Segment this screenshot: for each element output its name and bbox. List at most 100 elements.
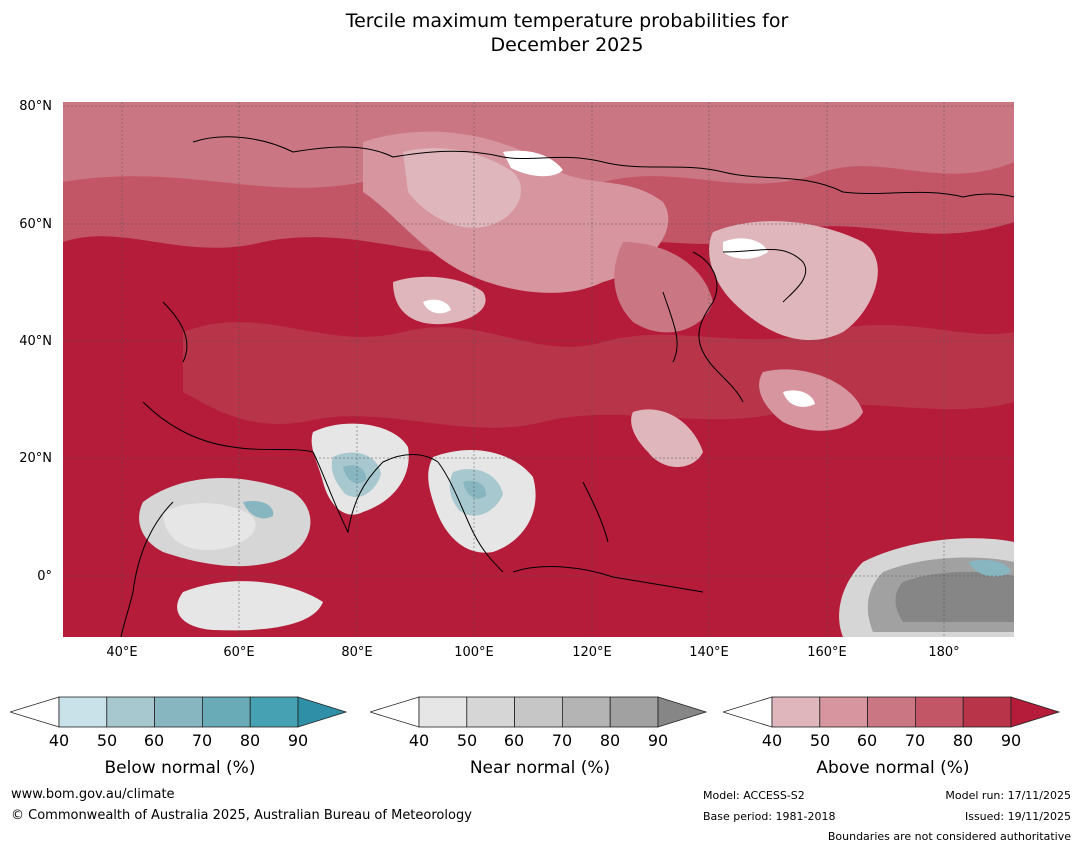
near-okhotsk-white bbox=[723, 238, 768, 259]
lon-label-80e: 80°E bbox=[341, 645, 373, 660]
base-period-info: Base period: 1981-2018 bbox=[703, 810, 836, 823]
below-colorbar-under-triangle bbox=[10, 696, 60, 728]
colorbar-above-svg bbox=[723, 696, 1061, 728]
map-title: Tercile maximum temperature probabilitie… bbox=[0, 9, 1081, 57]
near-colorbar-under-triangle bbox=[370, 696, 420, 728]
lon-label-160e: 160°E bbox=[807, 645, 847, 660]
colorbar-below-tick-40: 40 bbox=[48, 731, 70, 750]
colorbar-near-normal: 40 50 60 70 80 90 Near normal (%) bbox=[370, 692, 710, 792]
colorbar-near-tick-90: 90 bbox=[647, 731, 669, 750]
above-colorbar-under-triangle bbox=[723, 696, 773, 728]
below-colorbar-segment-70 bbox=[201, 696, 251, 728]
below-70-india bbox=[343, 465, 367, 484]
above-70-manchuria bbox=[614, 242, 713, 333]
below-colorbar-segment-40 bbox=[58, 696, 108, 728]
below-colorbar-segment-50 bbox=[106, 696, 156, 728]
lon-label-40e: 40°E bbox=[106, 645, 138, 660]
near-colorbar-segment-60 bbox=[514, 696, 563, 728]
lat-label-40n: 40°N bbox=[19, 334, 52, 349]
colorbar-near-tick-80: 80 bbox=[599, 731, 621, 750]
colorbar-below-tick-70: 70 bbox=[191, 731, 213, 750]
near-colorbar-over-triangle bbox=[657, 696, 708, 728]
colorbar-near-tick-60: 60 bbox=[503, 731, 525, 750]
colorbar-above-tick-90: 90 bbox=[1000, 731, 1022, 750]
above-colorbar-segment-40 bbox=[771, 696, 821, 728]
lat-label-80n: 80°N bbox=[19, 99, 52, 114]
model-run-info: Model run: 17/11/2025 bbox=[945, 789, 1071, 802]
colorbar-below-tick-90: 90 bbox=[287, 731, 309, 750]
coastline-east-africa bbox=[120, 501, 174, 637]
map-graticule bbox=[63, 102, 1014, 637]
website-link[interactable]: www.bom.gov.au/climate bbox=[11, 787, 175, 802]
colorbar-near-label: Near normal (%) bbox=[469, 758, 611, 778]
below-colorbar-over-triangle bbox=[297, 696, 348, 728]
coastline-arctic bbox=[192, 136, 1014, 198]
lat-label-60n: 60°N bbox=[19, 217, 52, 232]
colorbar-near-tick-50: 50 bbox=[456, 731, 478, 750]
near-siberia-white bbox=[503, 150, 563, 177]
below-colorbar-segment-80 bbox=[249, 696, 299, 728]
lat-label-20n: 20°N bbox=[19, 451, 52, 466]
above-50-siberia-core bbox=[403, 148, 522, 228]
coastline-caspian bbox=[162, 301, 188, 363]
colorbar-above-tick-80: 80 bbox=[952, 731, 974, 750]
above-colorbar-over-triangle bbox=[1010, 696, 1061, 728]
lon-label-100e: 100°E bbox=[454, 645, 494, 660]
coastline-okhotsk bbox=[722, 249, 806, 303]
below-70-arabian-spot bbox=[243, 500, 274, 519]
below-70-pacific-spot bbox=[968, 560, 1011, 577]
near-90-pacific-core bbox=[895, 571, 1014, 622]
below-colorbar-segment-60 bbox=[154, 696, 203, 728]
colorbar-above-tick-70: 70 bbox=[904, 731, 926, 750]
coastline-japan bbox=[662, 291, 678, 363]
colorbar-below-tick-50: 50 bbox=[96, 731, 118, 750]
lon-label-140e: 140°E bbox=[689, 645, 729, 660]
near-colorbar-segment-80 bbox=[609, 696, 659, 728]
colorbar-above-tick-60: 60 bbox=[856, 731, 878, 750]
coastlines bbox=[120, 136, 1014, 637]
near-40-arabian-core bbox=[163, 502, 256, 551]
map-title-line1: Tercile maximum temperature probabilitie… bbox=[345, 10, 789, 32]
colorbar-above-label: Above normal (%) bbox=[816, 758, 970, 778]
near-colorbar-segment-50 bbox=[466, 696, 516, 728]
lon-label-180: 180° bbox=[928, 645, 960, 660]
colorbar-near-tick-40: 40 bbox=[408, 731, 430, 750]
boundaries-disclaimer: Boundaries are not considered authoritat… bbox=[827, 830, 1071, 843]
near-pacific-white bbox=[783, 390, 815, 407]
colorbar-near-svg bbox=[370, 696, 708, 728]
issued-info: Issued: 19/11/2025 bbox=[964, 810, 1071, 823]
near-colorbar-segment-70 bbox=[561, 696, 611, 728]
above-colorbar-segment-80 bbox=[962, 696, 1012, 728]
lat-label-0: 0° bbox=[37, 569, 52, 584]
below-70-indochina bbox=[463, 480, 487, 499]
above-50-philippines bbox=[631, 409, 703, 467]
above-colorbar-segment-50 bbox=[819, 696, 869, 728]
colorbar-below-normal: 40 50 60 70 80 90 Below normal (%) bbox=[10, 692, 350, 792]
colorbar-above-tick-50: 50 bbox=[809, 731, 831, 750]
near-40-indian-ocean bbox=[177, 581, 323, 631]
lon-label-120e: 120°E bbox=[572, 645, 612, 660]
colorbar-below-tick-60: 60 bbox=[143, 731, 165, 750]
colorbar-below-label: Below normal (%) bbox=[104, 758, 256, 778]
model-info: Model: ACCESS-S2 bbox=[703, 789, 805, 802]
coastline-east-asia bbox=[692, 251, 744, 403]
coastline-philippines bbox=[582, 481, 609, 543]
coastline-indonesia bbox=[512, 566, 704, 593]
coastline-south-asia bbox=[142, 401, 439, 534]
map-title-line2: December 2025 bbox=[490, 34, 644, 56]
above-70-arctic-band bbox=[63, 102, 1014, 188]
lon-label-60e: 60°E bbox=[223, 645, 255, 660]
above-colorbar-segment-60 bbox=[867, 696, 916, 728]
colorbar-above-tick-40: 40 bbox=[761, 731, 783, 750]
probability-map bbox=[63, 102, 1014, 637]
near-colorbar-segment-40 bbox=[418, 696, 468, 728]
colorbar-below-svg bbox=[10, 696, 348, 728]
near-tibet-white bbox=[423, 299, 451, 314]
coastline-malay bbox=[437, 461, 504, 573]
above-colorbar-segment-70 bbox=[914, 696, 964, 728]
colorbar-below-tick-80: 80 bbox=[239, 731, 261, 750]
colorbar-above-normal: 40 50 60 70 80 90 Above normal (%) bbox=[723, 692, 1063, 792]
copyright-text: © Commonwealth of Australia 2025, Austra… bbox=[11, 808, 472, 823]
probability-map-svg bbox=[63, 102, 1014, 637]
colorbar-near-tick-70: 70 bbox=[551, 731, 573, 750]
